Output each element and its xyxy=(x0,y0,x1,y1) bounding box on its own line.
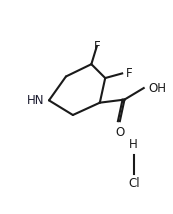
Text: F: F xyxy=(93,40,100,53)
Text: H: H xyxy=(129,138,138,151)
Text: Cl: Cl xyxy=(128,177,139,190)
Text: HN: HN xyxy=(27,94,45,107)
Text: OH: OH xyxy=(148,82,166,95)
Text: O: O xyxy=(115,126,124,139)
Text: F: F xyxy=(126,67,133,80)
